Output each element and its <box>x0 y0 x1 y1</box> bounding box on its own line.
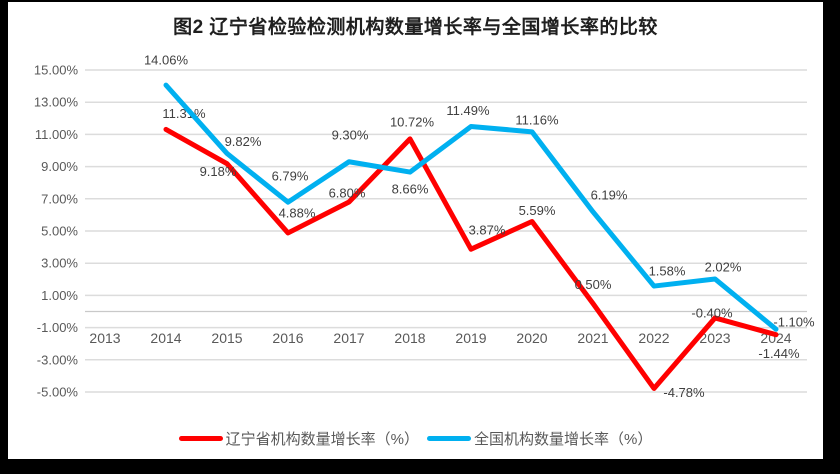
national-data-label: -1.10% <box>773 315 815 330</box>
liaoning-series-swatch-icon <box>178 436 223 441</box>
y-axis-tick-label: 1.00% <box>41 288 78 303</box>
x-axis-tick-label: 2018 <box>394 330 425 346</box>
y-axis-tick-label: -3.00% <box>37 352 79 367</box>
y-axis-tick-label: -1.00% <box>37 320 79 335</box>
national-data-label: 9.82% <box>225 134 262 149</box>
y-axis-tick-label: -5.00% <box>37 385 79 400</box>
legend-item-national: 全国机构数量增长率（%） <box>427 428 652 449</box>
y-axis-tick-label: 7.00% <box>41 191 78 206</box>
legend-label-national: 全国机构数量增长率（%） <box>474 431 653 448</box>
line-chart: 15.00% 13.00% 11.00% 9.00% 7.00% 5.00% 3.00% 1.… <box>34 53 815 400</box>
chart-legend: 辽宁省机构数量增长率（%） 全国机构数量增长率（%） <box>8 428 823 449</box>
liaoning-series-line <box>163 126 779 391</box>
liaoning-data-label: 4.88% <box>279 205 316 220</box>
liaoning-data-label: -1.44% <box>758 346 800 361</box>
x-axis-tick-label: 2014 <box>150 330 181 346</box>
national-data-label: 14.06% <box>144 53 189 68</box>
x-axis-tick-label: 2021 <box>577 330 608 346</box>
x-axis-tick-label: 2017 <box>333 330 364 346</box>
y-axis-tick-label: 9.00% <box>41 159 78 174</box>
liaoning-data-label: 5.59% <box>519 203 556 218</box>
liaoning-data-label: -0.40% <box>691 305 733 320</box>
national-data-label: 2.02% <box>705 259 742 274</box>
liaoning-data-label: 6.80% <box>329 186 366 201</box>
x-axis-tick-label: 2023 <box>699 330 730 346</box>
y-axis-tick-label: 5.00% <box>41 224 78 239</box>
y-axis-tick-label: 3.00% <box>41 256 78 271</box>
legend-item-liaoning: 辽宁省机构数量增长率（%） <box>178 428 419 449</box>
y-axis-tick-label: 11.00% <box>35 127 79 142</box>
national-data-label: 11.49% <box>446 103 490 118</box>
x-axis-tick-label: 2015 <box>211 330 242 346</box>
liaoning-data-label: 9.18% <box>200 164 237 179</box>
x-axis-tick-label: 2013 <box>89 330 120 346</box>
liaoning-data-label: -4.78% <box>663 385 705 400</box>
national-data-label: 11.16% <box>515 112 559 127</box>
x-axis-tick-label: 2019 <box>455 330 486 346</box>
legend-label-liaoning: 辽宁省机构数量增长率（%） <box>225 431 419 448</box>
national-data-label: 6.19% <box>591 187 628 202</box>
chart-canvas: 图2 辽宁省检验检测机构数量增长率与全国增长率的比较 15.00% 13.00% 1… <box>8 2 823 459</box>
x-axis-tick-label: 2020 <box>516 330 547 346</box>
national-series-swatch-icon <box>427 436 471 441</box>
national-series-line <box>163 82 779 332</box>
y-axis-tick-label: 13.00% <box>34 95 79 110</box>
liaoning-data-label: 10.72% <box>390 114 435 129</box>
chart-title: 图2 辽宁省检验检测机构数量增长率与全国增长率的比较 <box>173 17 658 38</box>
y-axis-tick-label: 15.00% <box>34 63 79 78</box>
x-axis-tick-label: 2022 <box>638 330 669 346</box>
national-data-label: 8.66% <box>392 182 429 197</box>
national-data-label: 6.79% <box>272 169 309 184</box>
x-axis-tick-label: 2016 <box>272 330 303 346</box>
liaoning-data-label: 3.87% <box>469 223 506 238</box>
liaoning-data-label: 0.50% <box>575 277 612 292</box>
national-data-label: 1.58% <box>649 264 686 279</box>
national-data-label: 9.30% <box>332 127 369 142</box>
